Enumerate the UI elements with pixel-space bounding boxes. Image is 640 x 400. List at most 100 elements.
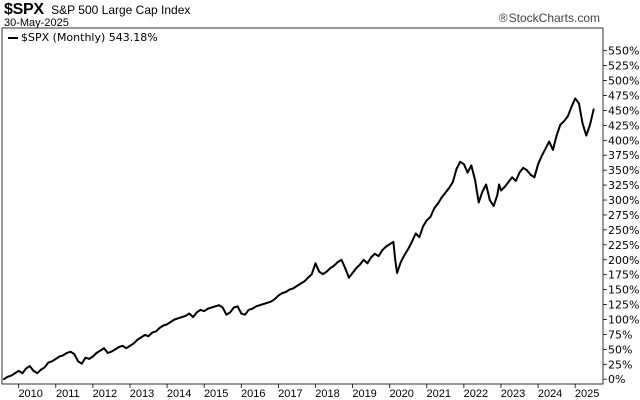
data-point (574, 97, 577, 100)
data-point (592, 108, 595, 111)
data-point (88, 358, 91, 360)
data-point (466, 171, 469, 174)
data-point (69, 350, 72, 353)
data-point (173, 318, 176, 321)
y-tick-label: 75% (608, 328, 632, 341)
data-point (396, 271, 399, 274)
data-point (162, 324, 165, 327)
data-point (6, 375, 9, 378)
data-point (470, 164, 473, 167)
y-tick-label: 500% (608, 75, 639, 88)
y-tick-label: 450% (608, 104, 639, 117)
data-point (485, 183, 488, 186)
y-tick-label: 225% (608, 239, 639, 252)
data-point (251, 307, 254, 310)
data-point (73, 353, 76, 356)
data-point (388, 243, 391, 246)
data-point (262, 303, 265, 305)
data-point (244, 313, 246, 316)
registered-icon: ® (498, 11, 508, 25)
data-point (544, 147, 547, 150)
data-point (232, 306, 235, 309)
y-axis: 0% 25% 50% 75% 100%125% 150% 175% 200% 225% 250% 2… (603, 45, 639, 386)
x-tick-label: 2016 (241, 388, 265, 400)
x-tick-label: 2023 (501, 388, 525, 400)
series-layer (2, 97, 595, 381)
x-tick-label: 2014 (167, 388, 191, 400)
x-tick-label: 2018 (315, 388, 339, 400)
y-tick-label: 250% (608, 224, 639, 237)
data-point (537, 163, 539, 166)
data-point (344, 267, 347, 270)
chart-date: 30-May-2025 (4, 17, 69, 29)
data-point (392, 240, 395, 243)
x-tick-label: 2013 (130, 388, 154, 400)
data-point (54, 358, 57, 360)
data-point (322, 273, 324, 275)
data-point (373, 252, 376, 255)
data-point (218, 304, 220, 307)
data-point (318, 270, 321, 273)
data-point (399, 261, 402, 264)
data-point (555, 134, 558, 137)
data-point (570, 105, 573, 108)
data-point (433, 207, 436, 210)
legend-line-swatch (8, 37, 18, 39)
data-point (221, 306, 224, 309)
data-point (203, 310, 206, 313)
data-point (273, 298, 276, 301)
data-point (581, 122, 584, 125)
data-point (40, 368, 42, 371)
data-point (58, 355, 61, 358)
y-tick-label: 50% (608, 343, 632, 356)
y-tick-label: 150% (608, 284, 639, 297)
data-point (206, 307, 209, 310)
data-point (181, 316, 183, 319)
data-point (184, 315, 187, 317)
data-point (210, 306, 213, 309)
data-point (381, 249, 384, 252)
data-point (192, 316, 194, 319)
data-point (548, 140, 551, 143)
data-point (140, 336, 143, 339)
data-point (418, 236, 421, 238)
data-point (169, 320, 172, 323)
data-point (507, 181, 510, 184)
data-point (129, 344, 131, 347)
y-tick-label: 475% (608, 89, 639, 102)
data-point (147, 335, 150, 338)
data-point (99, 349, 102, 352)
data-point (106, 352, 109, 354)
x-tick-label: 2022 (464, 388, 488, 400)
data-point (359, 263, 361, 266)
y-tick-label: 550% (608, 45, 639, 58)
data-point (503, 185, 506, 188)
data-point (66, 352, 68, 354)
data-point (2, 378, 5, 381)
series-line (3, 97, 595, 381)
data-point (498, 183, 501, 186)
data-point (385, 245, 387, 248)
data-point (143, 334, 146, 336)
data-point (559, 123, 562, 126)
data-point (414, 232, 417, 235)
data-point (585, 134, 588, 137)
x-tick-label: 2019 (352, 388, 376, 400)
data-point (347, 276, 350, 279)
brand-watermark[interactable]: ®StockCharts.com (499, 11, 600, 25)
y-tick-label: 400% (608, 134, 639, 147)
data-point (355, 267, 358, 270)
data-point (255, 305, 258, 308)
data-point (188, 312, 191, 315)
data-point (125, 347, 128, 350)
x-tick-label: 2017 (278, 388, 302, 400)
data-point (270, 300, 272, 303)
data-point (310, 273, 313, 275)
data-point (43, 366, 46, 369)
data-point (21, 372, 24, 375)
x-axis: 2010 2011 2012 2013 2014 2015 2016 2017 2018 2019… (18, 384, 599, 400)
x-tick-label: 2012 (93, 388, 117, 400)
y-tick-label: 525% (608, 60, 639, 73)
data-point (314, 262, 317, 265)
data-point (25, 367, 28, 370)
